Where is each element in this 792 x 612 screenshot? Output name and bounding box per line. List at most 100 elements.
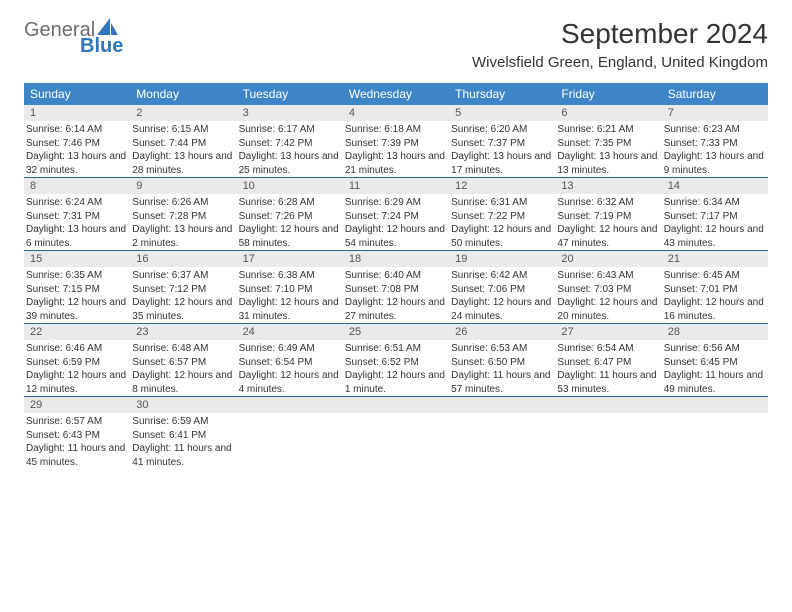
day-header: Sunday bbox=[24, 83, 130, 105]
sunset-line: Sunset: 6:50 PM bbox=[451, 356, 553, 370]
sunrise-line: Sunrise: 6:18 AM bbox=[345, 123, 447, 137]
calendar-cell: 20Sunrise: 6:43 AMSunset: 7:03 PMDayligh… bbox=[555, 251, 661, 323]
day-header: Monday bbox=[130, 83, 236, 105]
sunrise-line: Sunrise: 6:51 AM bbox=[345, 342, 447, 356]
sunset-line: Sunset: 7:24 PM bbox=[345, 210, 447, 224]
calendar-cell: 6Sunrise: 6:21 AMSunset: 7:35 PMDaylight… bbox=[555, 105, 661, 177]
daylight-line: Daylight: 13 hours and 32 minutes. bbox=[26, 150, 128, 177]
sunset-line: Sunset: 7:19 PM bbox=[557, 210, 659, 224]
day-number: 23 bbox=[130, 324, 236, 340]
day-details: Sunrise: 6:29 AMSunset: 7:24 PMDaylight:… bbox=[343, 194, 449, 250]
calendar-cell: 12Sunrise: 6:31 AMSunset: 7:22 PMDayligh… bbox=[449, 178, 555, 250]
sunset-line: Sunset: 6:43 PM bbox=[26, 429, 128, 443]
calendar-cell bbox=[237, 397, 343, 469]
day-number: 27 bbox=[555, 324, 661, 340]
day-header: Friday bbox=[555, 83, 661, 105]
calendar-cell: 28Sunrise: 6:56 AMSunset: 6:45 PMDayligh… bbox=[662, 324, 768, 396]
day-details: Sunrise: 6:56 AMSunset: 6:45 PMDaylight:… bbox=[662, 340, 768, 396]
day-number: 1 bbox=[24, 105, 130, 121]
sunrise-line: Sunrise: 6:40 AM bbox=[345, 269, 447, 283]
day-header: Tuesday bbox=[237, 83, 343, 105]
calendar-week: 29Sunrise: 6:57 AMSunset: 6:43 PMDayligh… bbox=[24, 397, 768, 469]
calendar-cell: 4Sunrise: 6:18 AMSunset: 7:39 PMDaylight… bbox=[343, 105, 449, 177]
sunrise-line: Sunrise: 6:37 AM bbox=[132, 269, 234, 283]
day-details: Sunrise: 6:14 AMSunset: 7:46 PMDaylight:… bbox=[24, 121, 130, 177]
sunset-line: Sunset: 7:35 PM bbox=[557, 137, 659, 151]
daylight-line: Daylight: 12 hours and 1 minute. bbox=[345, 369, 447, 396]
daylight-line: Daylight: 13 hours and 2 minutes. bbox=[132, 223, 234, 250]
header: General Blue September 2024 Wivelsfield … bbox=[24, 18, 768, 71]
sunrise-line: Sunrise: 6:38 AM bbox=[239, 269, 341, 283]
daylight-line: Daylight: 12 hours and 35 minutes. bbox=[132, 296, 234, 323]
sunset-line: Sunset: 7:01 PM bbox=[664, 283, 766, 297]
day-number: 29 bbox=[24, 397, 130, 413]
day-number: 5 bbox=[449, 105, 555, 121]
page-title: September 2024 bbox=[472, 18, 768, 50]
daylight-line: Daylight: 12 hours and 47 minutes. bbox=[557, 223, 659, 250]
sunrise-line: Sunrise: 6:54 AM bbox=[557, 342, 659, 356]
sunset-line: Sunset: 7:15 PM bbox=[26, 283, 128, 297]
sunrise-line: Sunrise: 6:31 AM bbox=[451, 196, 553, 210]
sunrise-line: Sunrise: 6:57 AM bbox=[26, 415, 128, 429]
calendar-cell: 25Sunrise: 6:51 AMSunset: 6:52 PMDayligh… bbox=[343, 324, 449, 396]
daylight-line: Daylight: 13 hours and 25 minutes. bbox=[239, 150, 341, 177]
sunrise-line: Sunrise: 6:24 AM bbox=[26, 196, 128, 210]
calendar-cell bbox=[449, 397, 555, 469]
day-header: Wednesday bbox=[343, 83, 449, 105]
daylight-line: Daylight: 12 hours and 24 minutes. bbox=[451, 296, 553, 323]
sunrise-line: Sunrise: 6:49 AM bbox=[239, 342, 341, 356]
day-number: 21 bbox=[662, 251, 768, 267]
sunrise-line: Sunrise: 6:45 AM bbox=[664, 269, 766, 283]
sunrise-line: Sunrise: 6:59 AM bbox=[132, 415, 234, 429]
day-number: 24 bbox=[237, 324, 343, 340]
daylight-line: Daylight: 12 hours and 31 minutes. bbox=[239, 296, 341, 323]
sunrise-line: Sunrise: 6:43 AM bbox=[557, 269, 659, 283]
calendar-cell: 11Sunrise: 6:29 AMSunset: 7:24 PMDayligh… bbox=[343, 178, 449, 250]
calendar-cell: 18Sunrise: 6:40 AMSunset: 7:08 PMDayligh… bbox=[343, 251, 449, 323]
sunrise-line: Sunrise: 6:23 AM bbox=[664, 123, 766, 137]
calendar-week: 15Sunrise: 6:35 AMSunset: 7:15 PMDayligh… bbox=[24, 251, 768, 324]
sunrise-line: Sunrise: 6:15 AM bbox=[132, 123, 234, 137]
day-number: 6 bbox=[555, 105, 661, 121]
day-header: Thursday bbox=[449, 83, 555, 105]
sunset-line: Sunset: 6:59 PM bbox=[26, 356, 128, 370]
day-details: Sunrise: 6:32 AMSunset: 7:19 PMDaylight:… bbox=[555, 194, 661, 250]
day-details: Sunrise: 6:57 AMSunset: 6:43 PMDaylight:… bbox=[24, 413, 130, 469]
daylight-line: Daylight: 13 hours and 6 minutes. bbox=[26, 223, 128, 250]
sunrise-line: Sunrise: 6:42 AM bbox=[451, 269, 553, 283]
calendar-cell: 22Sunrise: 6:46 AMSunset: 6:59 PMDayligh… bbox=[24, 324, 130, 396]
day-details: Sunrise: 6:48 AMSunset: 6:57 PMDaylight:… bbox=[130, 340, 236, 396]
day-number: 20 bbox=[555, 251, 661, 267]
sunrise-line: Sunrise: 6:14 AM bbox=[26, 123, 128, 137]
sunrise-line: Sunrise: 6:46 AM bbox=[26, 342, 128, 356]
day-number: 30 bbox=[130, 397, 236, 413]
sunrise-line: Sunrise: 6:21 AM bbox=[557, 123, 659, 137]
day-number: 19 bbox=[449, 251, 555, 267]
day-number: 16 bbox=[130, 251, 236, 267]
title-block: September 2024 Wivelsfield Green, Englan… bbox=[472, 18, 768, 71]
calendar-cell bbox=[555, 397, 661, 469]
daylight-line: Daylight: 11 hours and 53 minutes. bbox=[557, 369, 659, 396]
day-number: 25 bbox=[343, 324, 449, 340]
sunset-line: Sunset: 7:31 PM bbox=[26, 210, 128, 224]
sunrise-line: Sunrise: 6:35 AM bbox=[26, 269, 128, 283]
daylight-line: Daylight: 11 hours and 45 minutes. bbox=[26, 442, 128, 469]
sunset-line: Sunset: 6:45 PM bbox=[664, 356, 766, 370]
daylight-line: Daylight: 12 hours and 39 minutes. bbox=[26, 296, 128, 323]
sunset-line: Sunset: 7:22 PM bbox=[451, 210, 553, 224]
day-details: Sunrise: 6:23 AMSunset: 7:33 PMDaylight:… bbox=[662, 121, 768, 177]
daylight-line: Daylight: 12 hours and 16 minutes. bbox=[664, 296, 766, 323]
calendar-cell: 10Sunrise: 6:28 AMSunset: 7:26 PMDayligh… bbox=[237, 178, 343, 250]
sunset-line: Sunset: 7:10 PM bbox=[239, 283, 341, 297]
calendar-cell: 13Sunrise: 6:32 AMSunset: 7:19 PMDayligh… bbox=[555, 178, 661, 250]
day-number: 22 bbox=[24, 324, 130, 340]
calendar-cell: 1Sunrise: 6:14 AMSunset: 7:46 PMDaylight… bbox=[24, 105, 130, 177]
sunset-line: Sunset: 7:33 PM bbox=[664, 137, 766, 151]
day-details: Sunrise: 6:38 AMSunset: 7:10 PMDaylight:… bbox=[237, 267, 343, 323]
calendar-cell bbox=[662, 397, 768, 469]
day-number: 12 bbox=[449, 178, 555, 194]
sunrise-line: Sunrise: 6:17 AM bbox=[239, 123, 341, 137]
calendar-cell: 9Sunrise: 6:26 AMSunset: 7:28 PMDaylight… bbox=[130, 178, 236, 250]
calendar-cell bbox=[343, 397, 449, 469]
sunset-line: Sunset: 7:28 PM bbox=[132, 210, 234, 224]
